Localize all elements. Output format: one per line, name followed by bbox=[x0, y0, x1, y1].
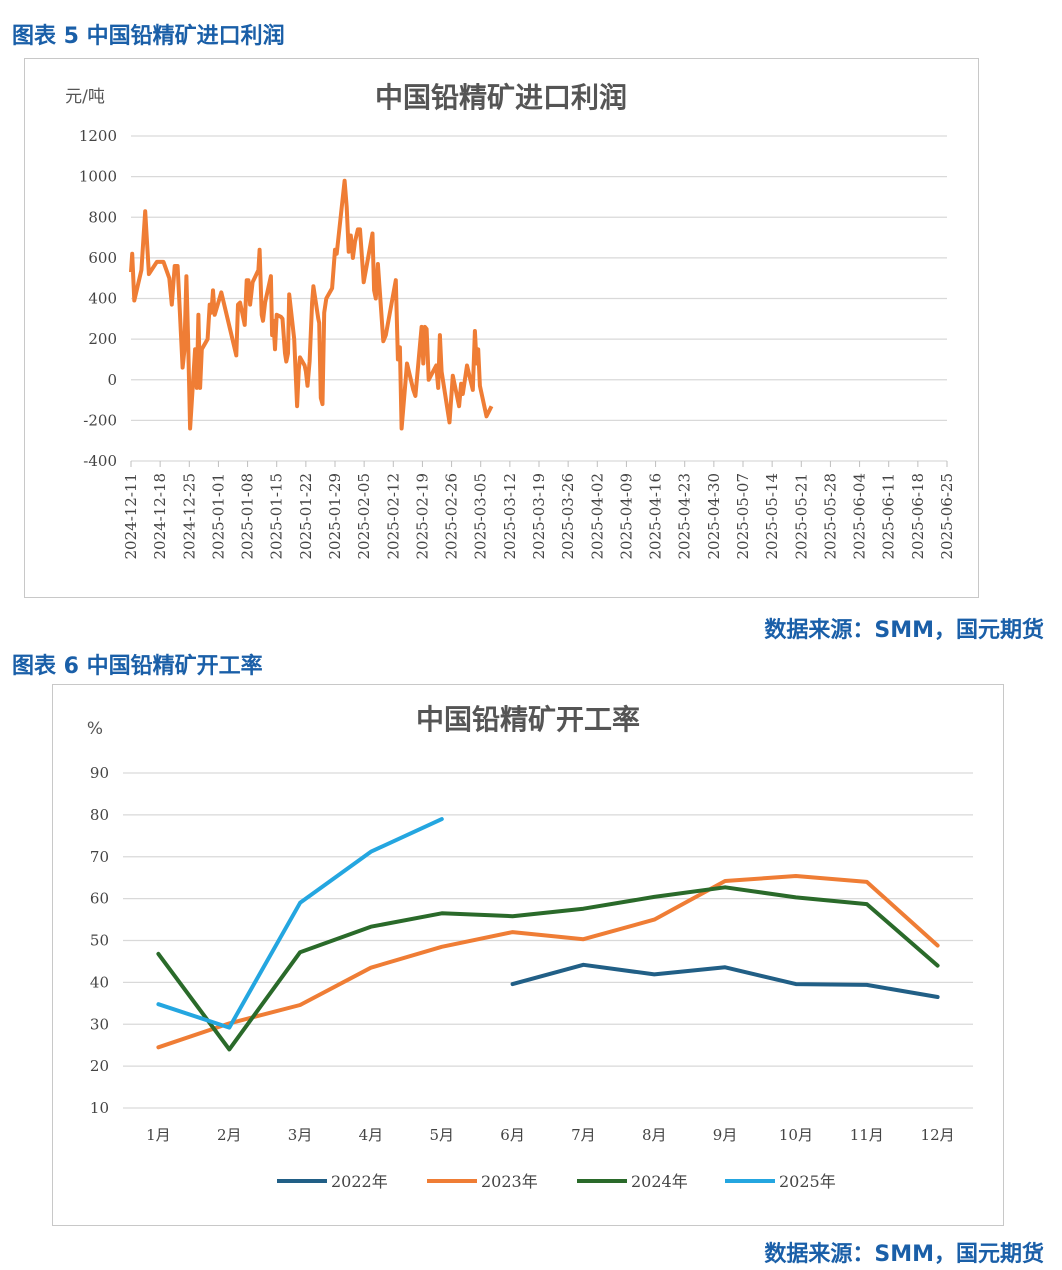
profit-chart: 中国铅精矿进口利润 元/吨 1200 1000 800 600 400 200 0 -200 -… bbox=[65, 81, 956, 559]
utilization-legend: 2022年 2023年 2024年 2025年 bbox=[277, 1172, 836, 1191]
utilization-x-tick-label: 12月 bbox=[921, 1126, 955, 1144]
profit-x-tick-label: 2025-04-30 bbox=[705, 473, 723, 559]
profit-x-tick-label: 2025-06-11 bbox=[880, 473, 898, 559]
utilization-x-tick-label: 3月 bbox=[288, 1126, 313, 1144]
profit-x-tick-label: 2025-05-07 bbox=[734, 473, 752, 559]
figure6-source: 数据来源：SMM，国元期货 bbox=[764, 1242, 1044, 1267]
legend-label: 2025年 bbox=[779, 1172, 836, 1191]
profit-y-tick-label: 1000 bbox=[79, 168, 117, 186]
profit-y-tick-label: 600 bbox=[88, 249, 117, 267]
profit-x-tick-label: 2025-01-08 bbox=[239, 473, 257, 559]
profit-x-tick-label: 2024-12-11 bbox=[122, 473, 140, 559]
profit-x-tick-label: 2025-03-05 bbox=[472, 473, 490, 559]
profit-y-tick-label: -200 bbox=[83, 411, 117, 429]
profit-series-line bbox=[129, 178, 494, 431]
utilization-gridlines bbox=[123, 772, 973, 1109]
profit-x-tick-label: 2025-04-23 bbox=[676, 473, 694, 559]
utilization-y-ticks: 90 80 70 60 50 40 30 20 10 bbox=[90, 764, 109, 1117]
utilization-x-tick-label: 6月 bbox=[500, 1126, 525, 1144]
profit-x-tick-label: 2025-02-12 bbox=[384, 473, 402, 559]
profit-x-tick-label: 2025-06-18 bbox=[909, 473, 927, 559]
utilization-y-tick-label: 70 bbox=[90, 848, 109, 866]
legend-label: 2023年 bbox=[481, 1172, 538, 1191]
profit-x-tick-label: 2025-01-15 bbox=[268, 473, 286, 559]
profit-y-tick-label: 1200 bbox=[79, 127, 117, 145]
profit-y-tick-label: 0 bbox=[107, 371, 117, 389]
utilization-y-tick-label: 20 bbox=[90, 1057, 109, 1075]
legend-label: 2024年 bbox=[631, 1172, 688, 1191]
figure5-source: 数据来源：SMM，国元期货 bbox=[764, 618, 1044, 643]
profit-x-tick-label: 2025-01-22 bbox=[297, 473, 315, 559]
utilization-x-tick-label: 5月 bbox=[429, 1126, 454, 1144]
profit-x-tick-label: 2025-04-09 bbox=[617, 473, 635, 559]
profit-x-tick-label: 2024-12-25 bbox=[180, 473, 198, 559]
profit-chart-frame: 中国铅精矿进口利润 元/吨 1200 1000 800 600 400 200 0 -200 -… bbox=[24, 58, 979, 598]
legend-item-2024年: 2024年 bbox=[577, 1172, 688, 1191]
profit-y-tick-label: 400 bbox=[88, 290, 117, 308]
utilization-series-line-2022年 bbox=[510, 962, 940, 999]
utilization-x-tick-label: 7月 bbox=[571, 1126, 596, 1144]
utilization-x-tick-label: 11月 bbox=[850, 1126, 884, 1144]
profit-x-tick-label: 2025-05-21 bbox=[792, 473, 810, 559]
figure6-caption: 图表 6 中国铅精矿开工率 bbox=[12, 654, 263, 679]
profit-x-tick-label: 2025-06-25 bbox=[938, 473, 956, 559]
profit-x-tick-label: 2025-02-05 bbox=[355, 473, 373, 559]
utilization-series-line-2025年 bbox=[156, 817, 444, 1030]
profit-x-tick-label: 2024-12-18 bbox=[151, 473, 169, 559]
profit-x-tick-label: 2025-02-26 bbox=[443, 473, 461, 559]
utilization-y-tick-label: 40 bbox=[90, 973, 109, 991]
profit-x-tick-label: 2025-03-19 bbox=[530, 473, 548, 559]
utilization-y-unit: % bbox=[87, 719, 103, 739]
utilization-x-tick-label: 8月 bbox=[642, 1126, 667, 1144]
legend-label: 2022年 bbox=[331, 1172, 388, 1191]
utilization-x-tick-label: 9月 bbox=[713, 1126, 738, 1144]
utilization-y-tick-label: 30 bbox=[90, 1015, 109, 1033]
profit-gridlines bbox=[131, 135, 947, 462]
utilization-chart-frame: 中国铅精矿开工率 % 90 80 70 60 50 40 30 20 10 1月 2月 3月 4月 5月… bbox=[52, 684, 1004, 1226]
profit-x-ticks: 2024-12-11 2024-12-18 2024-12-25 2025-01-01… bbox=[122, 461, 956, 559]
profit-y-ticks: 1200 1000 800 600 400 200 0 -200 -400 bbox=[79, 127, 117, 470]
utilization-chart: 中国铅精矿开工率 % 90 80 70 60 50 40 30 20 10 1月 2月 3月 4月 5月… bbox=[87, 703, 973, 1191]
profit-y-tick-label: 800 bbox=[88, 208, 117, 226]
utilization-series-line-2023年 bbox=[156, 874, 940, 1050]
utilization-series-line-2024年 bbox=[156, 885, 940, 1052]
utilization-x-tick-label: 1月 bbox=[146, 1126, 171, 1144]
utilization-x-tick-label: 2月 bbox=[217, 1126, 242, 1144]
figure5-caption: 图表 5 中国铅精矿进口利润 bbox=[12, 24, 285, 49]
profit-chart-title: 中国铅精矿进口利润 bbox=[375, 81, 627, 114]
profit-x-tick-label: 2025-05-14 bbox=[763, 473, 781, 559]
utilization-x-ticks: 1月 2月 3月 4月 5月 6月 7月 8月 9月 10月 11月 12月 bbox=[146, 1126, 954, 1144]
legend-item-2023年: 2023年 bbox=[427, 1172, 538, 1191]
profit-x-tick-label: 2025-01-29 bbox=[326, 473, 344, 559]
utilization-chart-title: 中国铅精矿开工率 bbox=[416, 703, 640, 736]
profit-x-tick-label: 2025-02-19 bbox=[413, 473, 431, 559]
legend-item-2025年: 2025年 bbox=[725, 1172, 836, 1191]
utilization-y-tick-label: 90 bbox=[90, 764, 109, 782]
profit-x-tick-label: 2025-06-04 bbox=[851, 473, 869, 559]
utilization-y-tick-label: 10 bbox=[90, 1099, 109, 1117]
profit-y-tick-label: -400 bbox=[83, 452, 117, 470]
legend-item-2022年: 2022年 bbox=[277, 1172, 388, 1191]
profit-y-unit: 元/吨 bbox=[65, 87, 105, 107]
utilization-series bbox=[156, 817, 940, 1052]
utilization-x-tick-label: 10月 bbox=[779, 1126, 813, 1144]
utilization-x-tick-label: 4月 bbox=[359, 1126, 384, 1144]
profit-x-tick-label: 2025-05-28 bbox=[821, 473, 839, 559]
profit-x-tick-label: 2025-04-02 bbox=[588, 473, 606, 559]
utilization-y-tick-label: 50 bbox=[90, 932, 109, 950]
utilization-y-tick-label: 80 bbox=[90, 806, 109, 824]
profit-x-tick-label: 2025-04-16 bbox=[647, 473, 665, 559]
profit-y-tick-label: 200 bbox=[88, 330, 117, 348]
utilization-y-tick-label: 60 bbox=[90, 890, 109, 908]
profit-x-tick-label: 2025-01-01 bbox=[209, 473, 227, 559]
profit-x-tick-label: 2025-03-12 bbox=[501, 473, 519, 559]
profit-x-tick-label: 2025-03-26 bbox=[559, 473, 577, 559]
